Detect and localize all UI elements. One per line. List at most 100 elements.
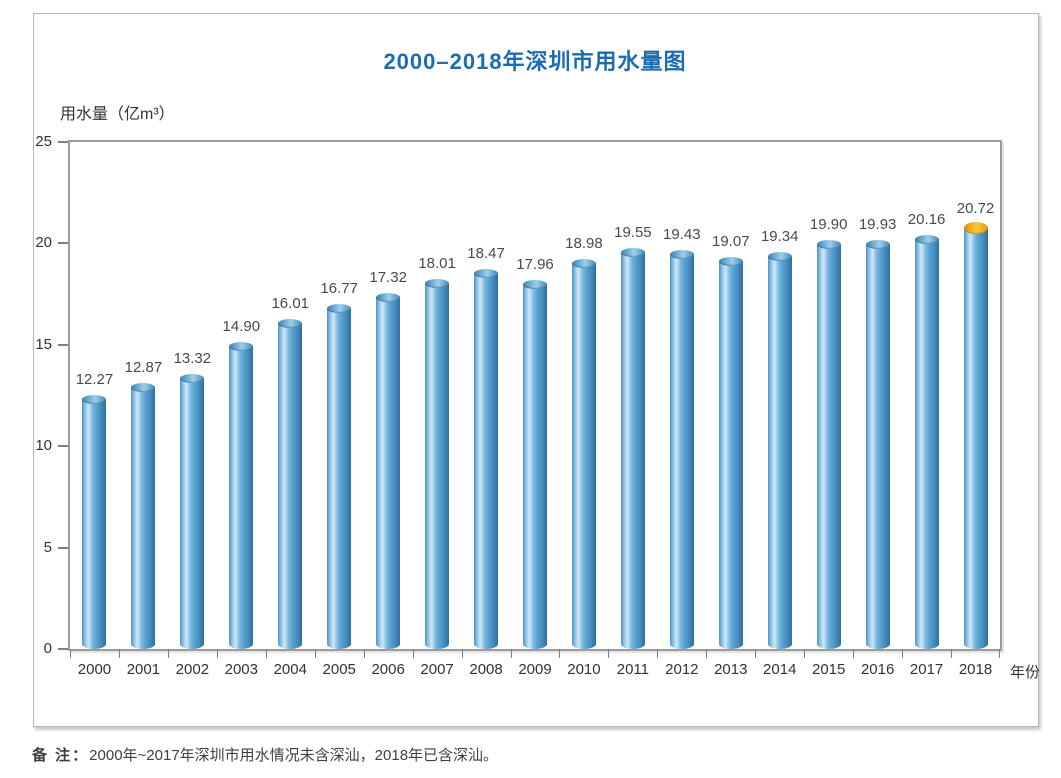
bar-2011 bbox=[620, 247, 645, 649]
bar-2008 bbox=[474, 269, 499, 649]
x-axis-category-label: 2009 bbox=[518, 661, 552, 678]
bar-value-label: 19.55 bbox=[614, 223, 652, 241]
bar-cylinder bbox=[327, 308, 352, 649]
bar-cap bbox=[278, 319, 303, 329]
bar-cylinder bbox=[620, 252, 645, 649]
bar-value-label: 14.90 bbox=[222, 317, 261, 335]
x-axis-tick bbox=[853, 649, 855, 658]
bar-value-label: 13.32 bbox=[173, 349, 212, 367]
x-axis-category-label: 2010 bbox=[567, 661, 601, 678]
y-axis-tick-label: 10 bbox=[35, 437, 52, 455]
bar-value-label: 20.72 bbox=[956, 199, 995, 217]
bar-2016 bbox=[865, 239, 890, 649]
x-axis-category-label: 2017 bbox=[909, 661, 944, 678]
x-axis-tick bbox=[363, 649, 365, 658]
y-axis-tick-label: 20 bbox=[35, 234, 52, 252]
x-axis-category-label: 2016 bbox=[860, 661, 895, 678]
bar-2017 bbox=[914, 235, 939, 649]
bar-cap bbox=[669, 249, 694, 259]
y-axis-tick-label: 5 bbox=[43, 538, 52, 556]
x-axis-category-label: 2008 bbox=[469, 661, 503, 678]
y-axis-tick bbox=[58, 242, 68, 245]
bar-2005 bbox=[327, 303, 352, 649]
bar-cylinder bbox=[278, 324, 303, 649]
bar-cap bbox=[327, 303, 352, 313]
bar-value-label: 18.98 bbox=[565, 235, 603, 253]
bar-value-label: 19.34 bbox=[760, 227, 799, 245]
x-axis-category-label: 2005 bbox=[322, 661, 356, 678]
bar-cap bbox=[376, 292, 401, 302]
bar-value-label: 19.90 bbox=[809, 216, 848, 234]
bar-cap bbox=[425, 278, 450, 288]
footnote: 备 注：2000年~2017年深圳市用水情况未含深汕，2018年已含深汕。 bbox=[32, 744, 498, 765]
bar-cylinder bbox=[718, 262, 743, 649]
x-axis-tick bbox=[510, 649, 512, 658]
x-axis-tick bbox=[804, 649, 806, 658]
bar-2013 bbox=[718, 257, 743, 649]
bar-value-label: 16.77 bbox=[320, 279, 358, 297]
bar-value-label: 19.93 bbox=[858, 215, 897, 233]
bar-value-label: 18.01 bbox=[418, 254, 456, 272]
x-axis-tick bbox=[314, 649, 316, 658]
bar-cylinder bbox=[180, 378, 205, 649]
bar-2002 bbox=[180, 373, 205, 649]
y-axis-tick bbox=[58, 648, 68, 650]
bar-cap bbox=[718, 257, 743, 267]
bar-cap-highlight bbox=[963, 221, 988, 234]
bar-cylinder bbox=[669, 254, 694, 649]
bar-value-label: 12.87 bbox=[124, 359, 163, 376]
x-axis-category-label: 2013 bbox=[714, 661, 748, 678]
bar-value-label: 19.07 bbox=[712, 233, 750, 251]
bar-value-label: 20.16 bbox=[907, 211, 946, 229]
bar-cap bbox=[229, 341, 254, 351]
bar-cylinder bbox=[816, 245, 841, 649]
x-axis-tick bbox=[167, 649, 169, 658]
bar-cylinder bbox=[131, 388, 156, 649]
x-axis-category-label: 2003 bbox=[224, 661, 258, 678]
bar-cylinder bbox=[82, 400, 107, 649]
bar-cylinder bbox=[963, 228, 988, 649]
bar-cylinder bbox=[425, 283, 450, 649]
footnote-label: 备 注： bbox=[32, 747, 90, 764]
x-axis-tick bbox=[412, 649, 414, 658]
y-axis-tick-label: 15 bbox=[35, 335, 52, 353]
bar-2006 bbox=[376, 292, 401, 649]
bar-cylinder bbox=[376, 297, 401, 649]
footnote-text: 2000年~2017年深圳市用水情况未含深汕，2018年已含深汕。 bbox=[89, 747, 499, 764]
bar-value-label: 17.96 bbox=[516, 255, 554, 273]
x-axis-tick bbox=[999, 649, 1000, 658]
bar-value-label: 17.32 bbox=[369, 268, 407, 286]
x-axis-category-label: 2007 bbox=[420, 661, 454, 678]
x-axis-category-label: 2000 bbox=[77, 661, 112, 678]
x-axis-unit-label: 年份 bbox=[1010, 664, 1041, 681]
x-axis-tick bbox=[951, 649, 953, 658]
bar-value-label: 19.43 bbox=[663, 225, 701, 243]
bar-cap bbox=[131, 383, 156, 392]
x-axis-category-label: 2014 bbox=[763, 661, 797, 678]
bar-value-label: 18.47 bbox=[467, 245, 505, 263]
y-axis-tick-label: 0 bbox=[43, 640, 52, 657]
bar-cap bbox=[180, 373, 205, 383]
bar-cylinder bbox=[767, 256, 792, 649]
bar-cap bbox=[523, 279, 547, 289]
bar-cap bbox=[865, 239, 890, 249]
x-axis-tick bbox=[265, 649, 267, 658]
x-axis-category-label: 2012 bbox=[665, 661, 699, 678]
bar-2012 bbox=[669, 249, 694, 649]
x-axis-category-label: 2006 bbox=[371, 661, 405, 678]
x-axis-category-label: 2001 bbox=[126, 661, 161, 678]
bar-cap bbox=[914, 235, 939, 245]
bar-2010 bbox=[571, 259, 596, 649]
x-axis-category-label: 2018 bbox=[958, 661, 993, 678]
x-axis-category-label: 2011 bbox=[616, 661, 650, 678]
x-axis-tick bbox=[70, 649, 71, 658]
bar-cylinder bbox=[523, 284, 547, 649]
bar-2018 bbox=[963, 221, 988, 649]
bar-2009 bbox=[523, 279, 547, 649]
bar-cap bbox=[816, 240, 841, 250]
bar-2015 bbox=[816, 240, 841, 649]
y-axis-tick bbox=[58, 343, 68, 346]
chart-title: 2000–2018年深圳市用水量图 bbox=[383, 49, 687, 74]
plot-area: 12.27 12.87 13.32 14.90 16.01 16.77 17.32 18.01… bbox=[35, 133, 1040, 681]
x-axis-category-label: 2002 bbox=[175, 661, 210, 678]
